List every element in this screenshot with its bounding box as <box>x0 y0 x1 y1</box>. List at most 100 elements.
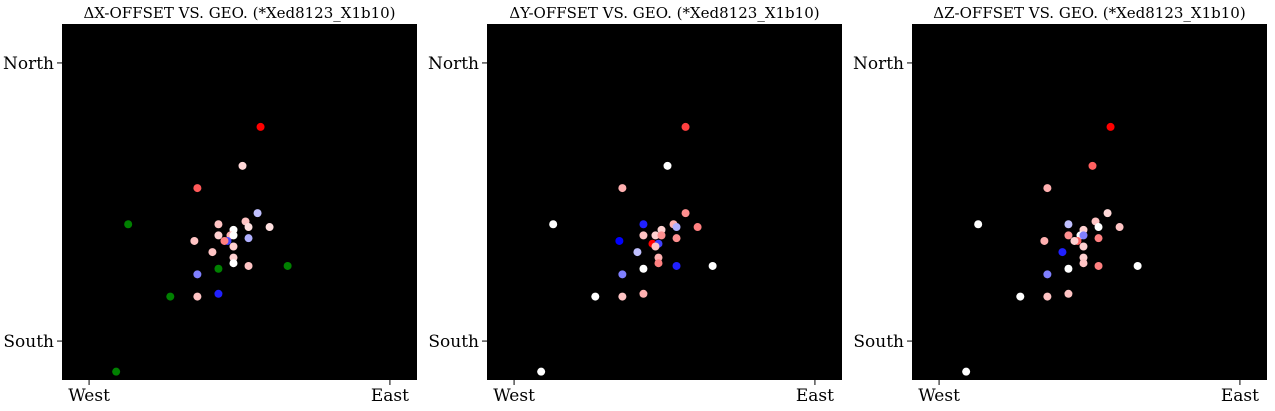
y-tick-label: North <box>853 54 904 74</box>
scatter-point <box>1094 234 1103 243</box>
x-tick-label: East <box>796 386 834 406</box>
scatter-panel-dz: ΔZ-OFFSET VS. GEO. (*Xed8123_X1b10) North… <box>850 0 1275 411</box>
scatter-point <box>663 161 672 170</box>
scatter-point <box>962 367 971 376</box>
scatter-point <box>208 248 217 257</box>
scatter-point <box>214 220 223 229</box>
scatter-point <box>1040 236 1049 245</box>
scatter-point <box>1043 184 1052 193</box>
scatter-point <box>1088 161 1097 170</box>
scatter-point <box>1064 289 1073 298</box>
chart-svg-dy: ΔY-OFFSET VS. GEO. (*Xed8123_X1b10) North… <box>428 4 842 406</box>
scatter-point <box>283 261 292 270</box>
x-tick-label: West <box>68 386 110 406</box>
scatter-point <box>618 292 627 301</box>
scatter-point <box>1133 261 1142 270</box>
scatter-point <box>229 231 238 240</box>
scatter-point <box>214 264 223 273</box>
scatter-point <box>253 209 262 218</box>
scatter-point <box>1094 261 1103 270</box>
scatter-point <box>1103 209 1112 218</box>
scatter-point <box>220 236 229 245</box>
scatter-point <box>618 270 627 279</box>
scatter-point <box>693 223 702 232</box>
x-tick-label: East <box>1221 386 1259 406</box>
scatter-point <box>681 209 690 218</box>
scatter-point <box>1070 236 1079 245</box>
scatter-point <box>265 223 274 232</box>
chart-title: ΔZ-OFFSET VS. GEO. (*Xed8123_X1b10) <box>933 4 1245 22</box>
scatter-point <box>974 220 983 229</box>
chart-svg-dx: ΔX-OFFSET VS. GEO. (*Xed8123_X1b10) North… <box>3 4 417 406</box>
scatter-point <box>244 261 253 270</box>
scatter-point <box>112 367 121 376</box>
scatter-point <box>639 231 648 240</box>
scatter-point <box>229 242 238 251</box>
scatter-point <box>681 122 690 131</box>
x-tick-label: West <box>918 386 960 406</box>
scatter-point <box>256 122 265 131</box>
scatter-point <box>708 261 717 270</box>
scatter-point <box>591 292 600 301</box>
scatter-point <box>229 253 238 262</box>
plot-area <box>912 24 1267 380</box>
y-tick-label: North <box>3 54 54 74</box>
scatter-point <box>1043 270 1052 279</box>
y-tick-label: South <box>3 332 54 352</box>
scatter-point <box>1064 264 1073 273</box>
x-tick-label: East <box>371 386 409 406</box>
scatter-point <box>1094 223 1103 232</box>
scatter-point <box>1016 292 1025 301</box>
scatter-point <box>1079 253 1088 262</box>
scatter-point <box>654 253 663 262</box>
scatter-point <box>672 223 681 232</box>
scatter-point <box>549 220 558 229</box>
scatter-point <box>244 223 253 232</box>
scatter-point <box>1064 231 1073 240</box>
plot-area <box>62 24 417 380</box>
scatter-panel-dx: ΔX-OFFSET VS. GEO. (*Xed8123_X1b10) North… <box>0 0 425 411</box>
scatter-point <box>672 234 681 243</box>
scatter-point <box>1106 122 1115 131</box>
scatter-point <box>124 220 133 229</box>
y-tick-label: North <box>428 54 479 74</box>
scatter-point <box>166 292 175 301</box>
scatter-point <box>238 161 247 170</box>
scatter-point <box>651 242 660 251</box>
scatter-point <box>657 225 666 234</box>
scatter-point <box>244 234 253 243</box>
chart-title: ΔX-OFFSET VS. GEO. (*Xed8123_X1b10) <box>83 4 395 22</box>
scatter-point <box>657 231 666 240</box>
scatter-point <box>1079 242 1088 251</box>
scatter-point <box>633 248 642 257</box>
scatter-point <box>193 292 202 301</box>
y-tick-label: South <box>428 332 479 352</box>
scatter-point <box>639 264 648 273</box>
scatter-point <box>537 367 546 376</box>
chart-title: ΔY-OFFSET VS. GEO. (*Xed8123_X1b10) <box>509 4 819 22</box>
scatter-point <box>654 259 663 268</box>
y-tick-label: South <box>853 332 904 352</box>
scatter-point <box>214 231 223 240</box>
scatter-point <box>615 236 624 245</box>
x-tick-label: West <box>493 386 535 406</box>
scatter-point <box>1058 248 1067 257</box>
scatter-point <box>672 261 681 270</box>
scatter-point <box>1064 220 1073 229</box>
scatter-panel-dy: ΔY-OFFSET VS. GEO. (*Xed8123_X1b10) North… <box>425 0 850 411</box>
scatter-point <box>639 220 648 229</box>
chart-svg-dz: ΔZ-OFFSET VS. GEO. (*Xed8123_X1b10) North… <box>853 4 1267 406</box>
scatter-point <box>618 184 627 193</box>
scatter-point <box>1115 223 1124 232</box>
scatter-point <box>1079 259 1088 268</box>
scatter-point <box>1043 292 1052 301</box>
scatter-point <box>639 289 648 298</box>
scatter-point <box>193 270 202 279</box>
scatter-point <box>190 236 199 245</box>
scatter-point <box>193 184 202 193</box>
scatter-point <box>214 289 223 298</box>
scatter-point <box>229 259 238 268</box>
plot-area <box>487 24 842 380</box>
scatter-point <box>1079 231 1088 240</box>
scatter-point <box>651 231 660 240</box>
